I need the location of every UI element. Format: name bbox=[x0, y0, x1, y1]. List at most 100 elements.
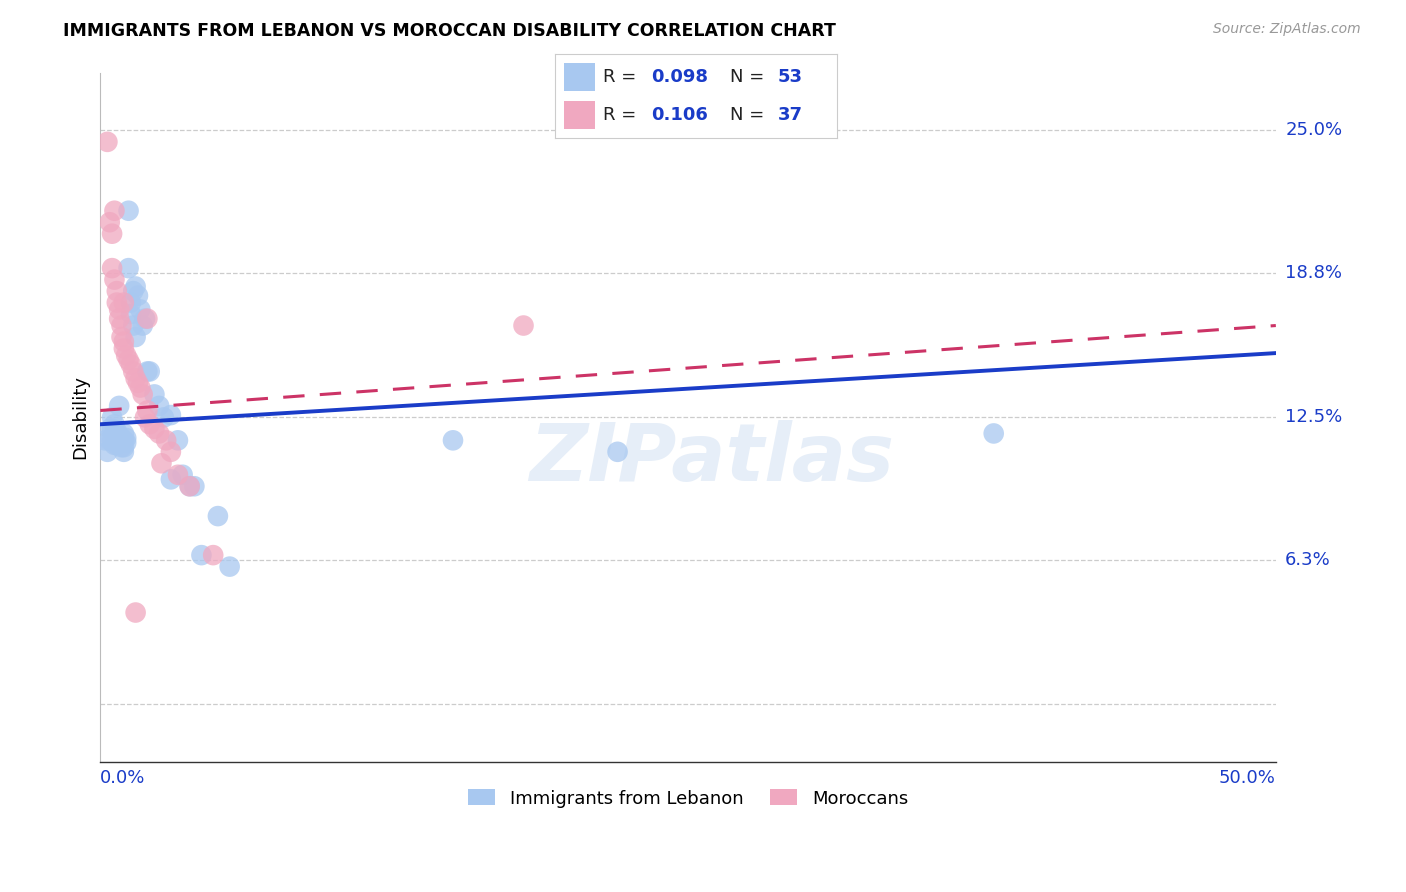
Point bbox=[207, 509, 229, 524]
Point bbox=[124, 330, 146, 344]
Point bbox=[441, 434, 464, 448]
Point bbox=[96, 135, 118, 149]
Point bbox=[103, 426, 125, 441]
Point bbox=[108, 435, 131, 450]
Text: 37: 37 bbox=[778, 106, 803, 124]
Point bbox=[122, 318, 145, 333]
Point bbox=[110, 431, 132, 445]
Point bbox=[160, 445, 183, 459]
Text: 0.0%: 0.0% bbox=[100, 769, 146, 787]
Point bbox=[120, 358, 142, 372]
Point bbox=[112, 434, 135, 448]
Point bbox=[179, 479, 201, 493]
Y-axis label: Disability: Disability bbox=[72, 376, 89, 459]
Point bbox=[138, 364, 160, 378]
Point bbox=[122, 284, 145, 298]
Point bbox=[143, 387, 166, 401]
Point bbox=[110, 330, 132, 344]
Text: R =: R = bbox=[603, 68, 637, 86]
Point bbox=[122, 364, 145, 378]
Point bbox=[108, 311, 131, 326]
Point bbox=[131, 318, 153, 333]
Point bbox=[606, 445, 628, 459]
Point bbox=[153, 410, 176, 425]
Text: 53: 53 bbox=[778, 68, 803, 86]
Point bbox=[512, 318, 534, 333]
Point bbox=[103, 203, 125, 218]
Text: 0.106: 0.106 bbox=[651, 106, 707, 124]
Point bbox=[155, 434, 177, 448]
Point bbox=[105, 295, 128, 310]
Text: 12.5%: 12.5% bbox=[1285, 409, 1343, 426]
Point bbox=[105, 438, 128, 452]
Point bbox=[103, 438, 125, 452]
Point bbox=[136, 364, 159, 378]
Point bbox=[105, 284, 128, 298]
Point bbox=[112, 342, 135, 356]
Text: N =: N = bbox=[730, 106, 763, 124]
Point bbox=[101, 261, 124, 276]
Point bbox=[129, 380, 152, 394]
Bar bbox=[564, 62, 595, 91]
Text: 50.0%: 50.0% bbox=[1219, 769, 1275, 787]
Point bbox=[124, 279, 146, 293]
Point bbox=[127, 288, 149, 302]
Point bbox=[108, 302, 131, 317]
Point bbox=[112, 295, 135, 310]
Point bbox=[134, 410, 156, 425]
Point bbox=[103, 417, 125, 432]
Point bbox=[110, 440, 132, 454]
Point bbox=[108, 429, 131, 443]
Point bbox=[138, 417, 160, 432]
Point bbox=[120, 307, 142, 321]
Point bbox=[131, 387, 153, 401]
Text: 0.098: 0.098 bbox=[651, 68, 709, 86]
Point bbox=[124, 606, 146, 620]
Point bbox=[150, 456, 173, 470]
Point bbox=[117, 353, 139, 368]
Text: Source: ZipAtlas.com: Source: ZipAtlas.com bbox=[1213, 22, 1361, 37]
Point bbox=[218, 559, 240, 574]
Point bbox=[190, 548, 212, 562]
Point bbox=[160, 408, 183, 422]
Point bbox=[167, 467, 190, 482]
Point bbox=[110, 318, 132, 333]
Point bbox=[115, 348, 138, 362]
Point bbox=[127, 376, 149, 390]
Point bbox=[101, 410, 124, 425]
Point bbox=[105, 431, 128, 445]
Text: R =: R = bbox=[603, 106, 637, 124]
Point bbox=[103, 272, 125, 286]
Point bbox=[124, 371, 146, 385]
Bar bbox=[564, 101, 595, 129]
Point bbox=[112, 426, 135, 441]
Point bbox=[143, 422, 166, 436]
Point bbox=[115, 431, 138, 445]
Point bbox=[136, 403, 159, 417]
Point bbox=[136, 311, 159, 326]
Text: 18.8%: 18.8% bbox=[1285, 264, 1343, 282]
Point bbox=[98, 422, 121, 436]
Point bbox=[134, 311, 156, 326]
Point bbox=[202, 548, 225, 562]
Point bbox=[160, 472, 183, 486]
Point bbox=[98, 434, 121, 448]
Point bbox=[112, 445, 135, 459]
Point bbox=[148, 399, 170, 413]
Point bbox=[117, 203, 139, 218]
Text: IMMIGRANTS FROM LEBANON VS MOROCCAN DISABILITY CORRELATION CHART: IMMIGRANTS FROM LEBANON VS MOROCCAN DISA… bbox=[63, 22, 837, 40]
Point bbox=[179, 479, 201, 493]
Point bbox=[112, 334, 135, 349]
Point bbox=[108, 399, 131, 413]
Point bbox=[129, 302, 152, 317]
Point bbox=[120, 295, 142, 310]
Point bbox=[148, 426, 170, 441]
Point bbox=[983, 426, 1005, 441]
Point bbox=[105, 424, 128, 438]
Point bbox=[96, 445, 118, 459]
Point bbox=[112, 440, 135, 454]
Text: ZIPatlas: ZIPatlas bbox=[529, 420, 894, 498]
Point bbox=[101, 227, 124, 241]
Text: 6.3%: 6.3% bbox=[1285, 550, 1331, 569]
Point bbox=[115, 435, 138, 450]
